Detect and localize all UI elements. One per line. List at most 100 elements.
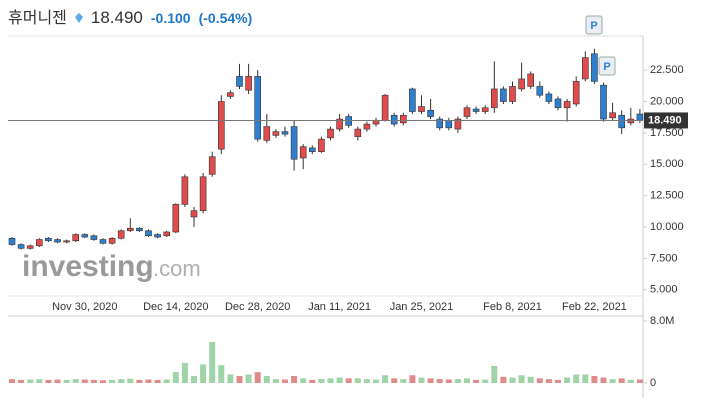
y-tick-label: 7.500	[650, 252, 678, 264]
candle-body	[518, 78, 525, 90]
change-pct: (-0.54%)	[198, 10, 253, 26]
candle-body	[554, 98, 562, 109]
candle-body	[281, 131, 289, 135]
volume-bar	[127, 378, 134, 383]
price: 18.490	[90, 8, 143, 27]
candle-body	[63, 240, 70, 243]
volume-bar	[454, 379, 461, 383]
candle-body	[581, 57, 589, 80]
volume-bar	[200, 364, 207, 383]
candle-body	[445, 120, 453, 129]
volume-bar	[400, 379, 407, 383]
candle-body	[463, 107, 471, 117]
volume-bar	[154, 379, 161, 383]
volume-bar	[136, 379, 143, 383]
marker-label: P	[590, 20, 597, 32]
marker-box	[598, 56, 616, 76]
candle-body	[45, 237, 52, 242]
candle-body	[591, 53, 598, 82]
volume-bar	[181, 362, 188, 383]
volume-bar	[500, 376, 507, 383]
volume-bar	[627, 379, 634, 383]
volume-bar	[163, 379, 170, 383]
volume-bar	[145, 379, 152, 383]
volume-bar	[18, 379, 25, 383]
header: 휴머니젠 18.490 -0.100 (-0.54%)	[8, 4, 252, 30]
volume-bar	[118, 379, 125, 383]
candle-body	[263, 126, 271, 141]
candle-body	[299, 146, 307, 159]
y-tick-label: 17.500	[650, 127, 684, 139]
candle-body	[327, 128, 334, 139]
icon	[74, 13, 83, 23]
candle-body	[17, 244, 25, 249]
candle-body	[236, 76, 243, 87]
candle-body	[390, 114, 398, 125]
candle-body	[318, 138, 325, 152]
volume-bar	[254, 372, 261, 383]
volume-bar	[482, 379, 489, 383]
x-tick-label: Feb 22, 2021	[562, 301, 627, 313]
candle-body	[8, 237, 16, 245]
candle-body	[572, 81, 580, 105]
y-tick-label: 12.500	[650, 190, 684, 202]
volume-bar	[618, 378, 625, 383]
volume-bar	[591, 376, 598, 383]
candle-body	[481, 107, 489, 112]
candle-body	[627, 118, 635, 124]
volume-bar	[545, 379, 552, 383]
x-tick-label: Feb 8, 2021	[483, 301, 542, 313]
volume-bar	[236, 376, 243, 383]
x-tick-label: Jan 11, 2021	[308, 301, 371, 313]
candle-body	[290, 126, 298, 160]
volume-bar	[72, 379, 79, 383]
volume-bar	[445, 379, 452, 383]
candle-body	[81, 234, 89, 238]
volume-bar	[218, 365, 225, 383]
candle-body	[563, 101, 571, 109]
candle-body	[127, 227, 134, 232]
candle-body	[472, 108, 480, 112]
volume-bar	[272, 379, 279, 383]
volume-bar	[363, 379, 370, 383]
volume-bar	[191, 376, 197, 383]
volume-bar	[282, 379, 288, 383]
volume-bar	[336, 377, 343, 383]
y-tick-label: 15.000	[650, 158, 684, 170]
volume-bar	[536, 378, 543, 383]
volume-bar	[45, 379, 52, 383]
x-tick-label: Jan 25, 2021	[390, 301, 454, 313]
candle-body	[418, 106, 425, 112]
candle-body	[500, 88, 507, 102]
candle-body	[208, 156, 216, 175]
volume-bar	[600, 377, 607, 383]
candle-body	[245, 76, 252, 91]
volume-bar	[391, 378, 398, 383]
volume-bar	[464, 378, 470, 383]
volume-bar	[418, 377, 425, 383]
x-tick-label: Nov 30, 2020	[52, 301, 117, 313]
candle-body	[336, 118, 343, 130]
volume-bar	[36, 379, 43, 383]
candle-body	[181, 176, 189, 205]
volume-bar	[291, 376, 298, 383]
candle-body	[545, 93, 553, 102]
volume-bar	[609, 379, 616, 383]
candle-body	[609, 112, 616, 119]
volume-bar	[491, 365, 498, 383]
volume-bar	[209, 341, 216, 383]
volume-bar	[473, 379, 480, 383]
y-tick-label: 22.500	[650, 64, 684, 76]
volume-bar	[564, 377, 571, 383]
volume-bar	[90, 379, 97, 383]
candle-body	[399, 114, 407, 124]
volume-bar	[427, 378, 434, 383]
candle-body	[427, 109, 434, 117]
candle-body	[190, 210, 198, 218]
candle-body	[145, 230, 152, 237]
change: -0.100	[150, 10, 191, 26]
volume-bar	[109, 379, 116, 383]
candle-body	[90, 235, 98, 240]
